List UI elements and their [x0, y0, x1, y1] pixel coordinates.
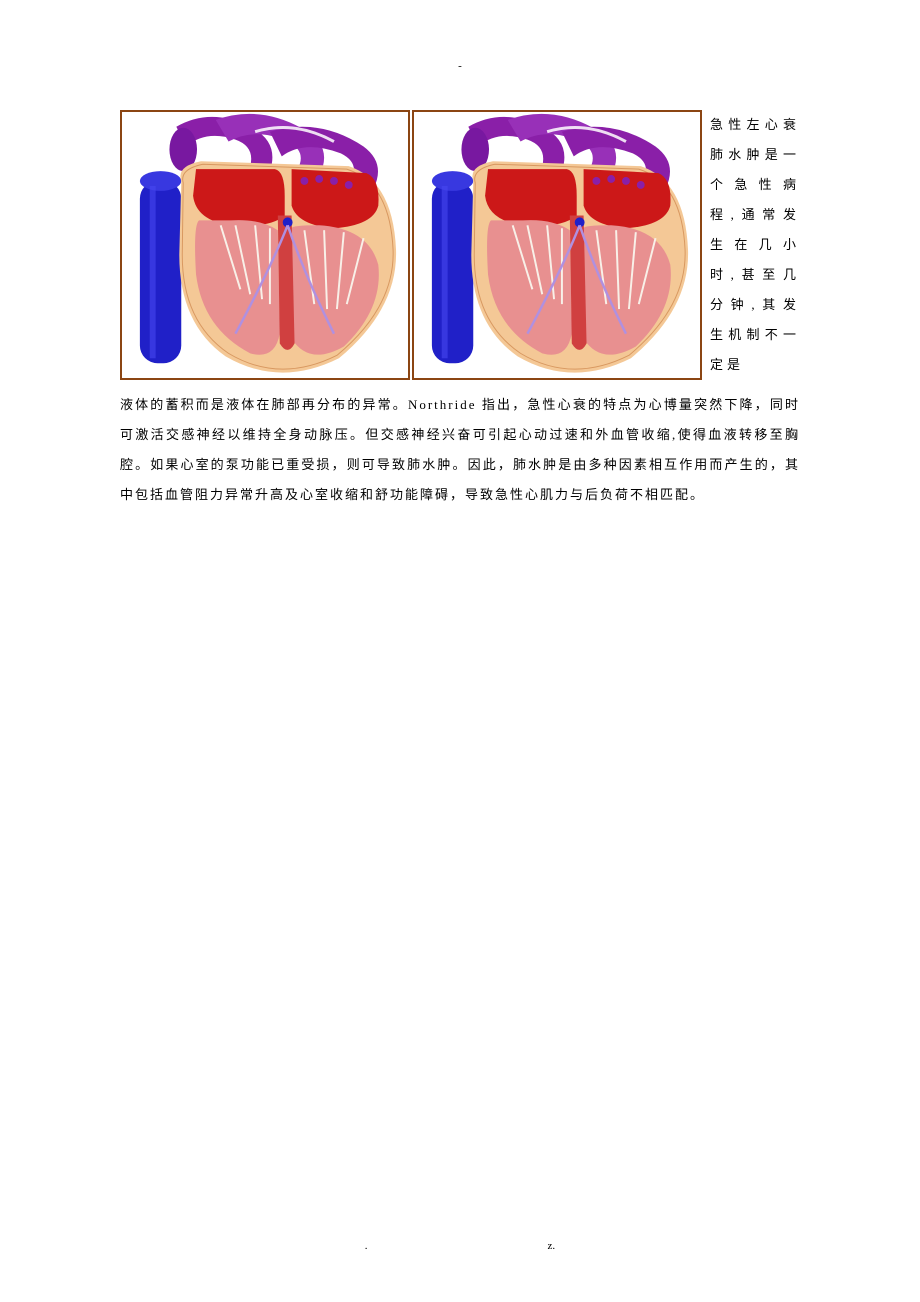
heart-illustration-icon [122, 112, 408, 378]
images-row [120, 110, 702, 380]
body-text: 液体的蓄积而是液体在肺部再分布的异常。Northride 指出，急性心衰的特点为… [120, 390, 800, 510]
footer-right: z. [548, 1240, 556, 1252]
footer-marks: . z. [0, 1240, 920, 1252]
heart-diagram-right [412, 110, 702, 380]
footer-left: . [365, 1240, 368, 1252]
heart-illustration-icon [414, 112, 700, 378]
page-content: 急性左心衰肺水肿是一个急性病程,通常发生在几小时,甚至几分钟,其发生机制不一定是… [120, 110, 800, 510]
header-mark: - [458, 60, 462, 72]
heart-diagram-left [120, 110, 410, 380]
float-container: 急性左心衰肺水肿是一个急性病程,通常发生在几小时,甚至几分钟,其发生机制不一定是 [120, 110, 800, 380]
